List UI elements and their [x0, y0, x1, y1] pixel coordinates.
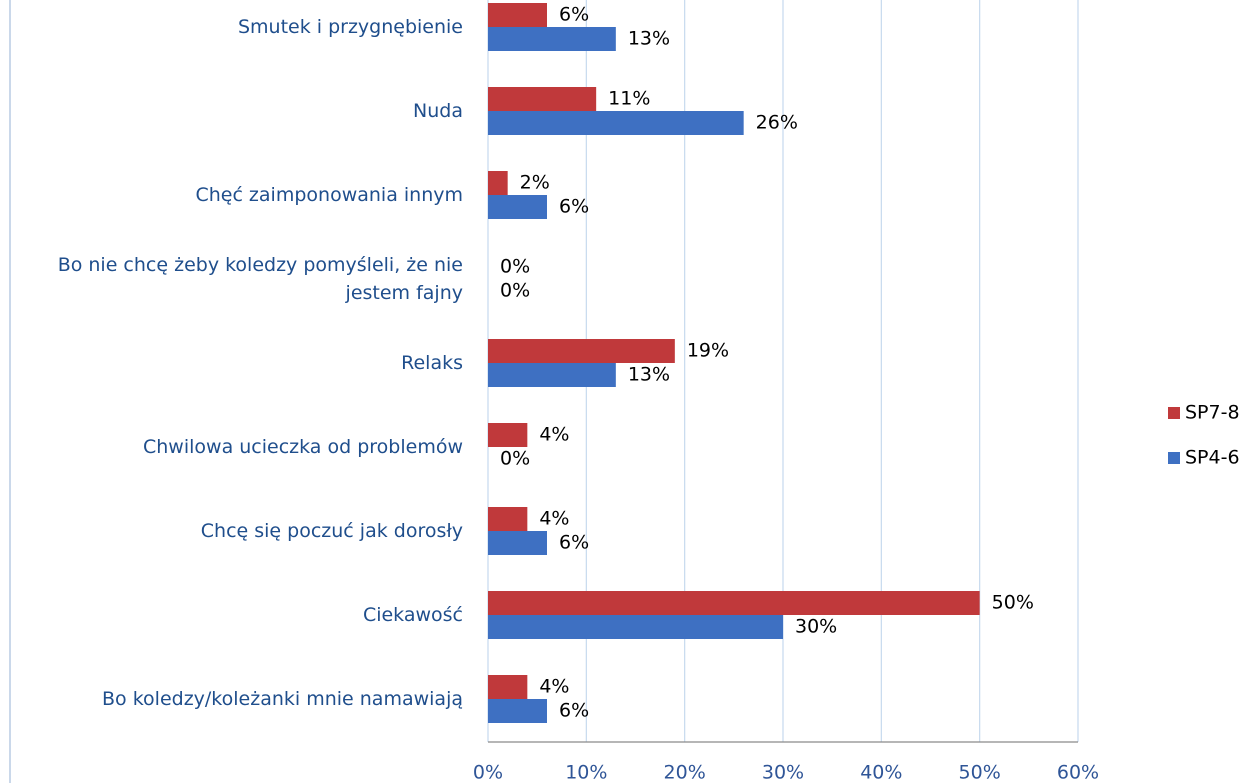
- data-label: 0%: [500, 448, 530, 470]
- x-tick-label: 0%: [473, 762, 503, 783]
- data-label: 30%: [795, 616, 837, 638]
- category-label: Chcę się poczuć jak dorosły: [0, 517, 463, 545]
- category-text: Chcę się poczuć jak dorosły: [200, 520, 463, 542]
- x-tick-label: 50%: [959, 762, 1001, 783]
- category-text: Chęć zaimponowania innym: [195, 184, 463, 206]
- data-label: 13%: [628, 28, 670, 50]
- bar: [488, 591, 980, 615]
- bar: [488, 507, 528, 531]
- data-label: 26%: [756, 112, 798, 134]
- category-label: Bo koledzy/koleżanki mnie namawiają: [0, 685, 463, 713]
- category-label: Chwilowa ucieczka od problemów: [0, 433, 463, 461]
- x-tick-label: 30%: [762, 762, 804, 783]
- x-tick-label: 40%: [860, 762, 902, 783]
- data-label: 11%: [608, 88, 650, 110]
- data-label: 6%: [559, 4, 589, 26]
- data-label: 4%: [539, 508, 569, 530]
- x-tick-label: 10%: [565, 762, 607, 783]
- bar: [488, 423, 528, 447]
- data-label: 2%: [520, 172, 550, 194]
- legend-label: SP4-6: [1185, 447, 1240, 469]
- category-text: Nuda: [413, 100, 463, 122]
- category-text: Chwilowa ucieczka od problemów: [143, 436, 463, 458]
- category-text: Relaks: [401, 352, 463, 374]
- category-text: Ciekawość: [362, 604, 463, 626]
- data-label: 4%: [539, 424, 569, 446]
- legend-swatch: [1168, 407, 1180, 419]
- legend-swatch: [1168, 452, 1180, 464]
- data-label: 50%: [992, 592, 1034, 614]
- data-label: 6%: [559, 700, 589, 722]
- legend-label: SP7-8: [1185, 402, 1240, 424]
- bar: [488, 339, 675, 363]
- bar: [488, 675, 528, 699]
- data-label: 13%: [628, 364, 670, 386]
- category-label: Smutek i przygnębienie: [0, 13, 463, 41]
- data-label: 6%: [559, 532, 589, 554]
- bar: [488, 111, 744, 135]
- bar: [488, 3, 547, 27]
- bar: [488, 531, 547, 555]
- data-label: 6%: [559, 196, 589, 218]
- data-label: 4%: [539, 676, 569, 698]
- bar: [488, 171, 508, 195]
- bar: [488, 195, 547, 219]
- bar: [488, 699, 547, 723]
- category-label: Ciekawość: [0, 601, 463, 629]
- bar: [488, 87, 597, 111]
- category-label: Bo nie chcę żeby koledzy pomyśleli, że n…: [0, 251, 463, 307]
- category-text: Bo koledzy/koleżanki mnie namawiają: [102, 688, 463, 710]
- x-tick-label: 60%: [1057, 762, 1099, 783]
- category-label: Chęć zaimponowania innym: [0, 181, 463, 209]
- x-tick-label: 20%: [664, 762, 706, 783]
- data-label: 0%: [500, 280, 530, 302]
- data-label: 0%: [500, 256, 530, 278]
- category-label: Nuda: [0, 97, 463, 125]
- category-text: Smutek i przygnębienie: [237, 16, 463, 38]
- category-label: Relaks: [0, 349, 463, 377]
- category-text: Bo nie chcę żeby koledzy pomyśleli, że n…: [57, 254, 463, 304]
- bar: [488, 363, 616, 387]
- bar: [488, 27, 616, 51]
- data-label: 19%: [687, 340, 729, 362]
- bar: [488, 615, 783, 639]
